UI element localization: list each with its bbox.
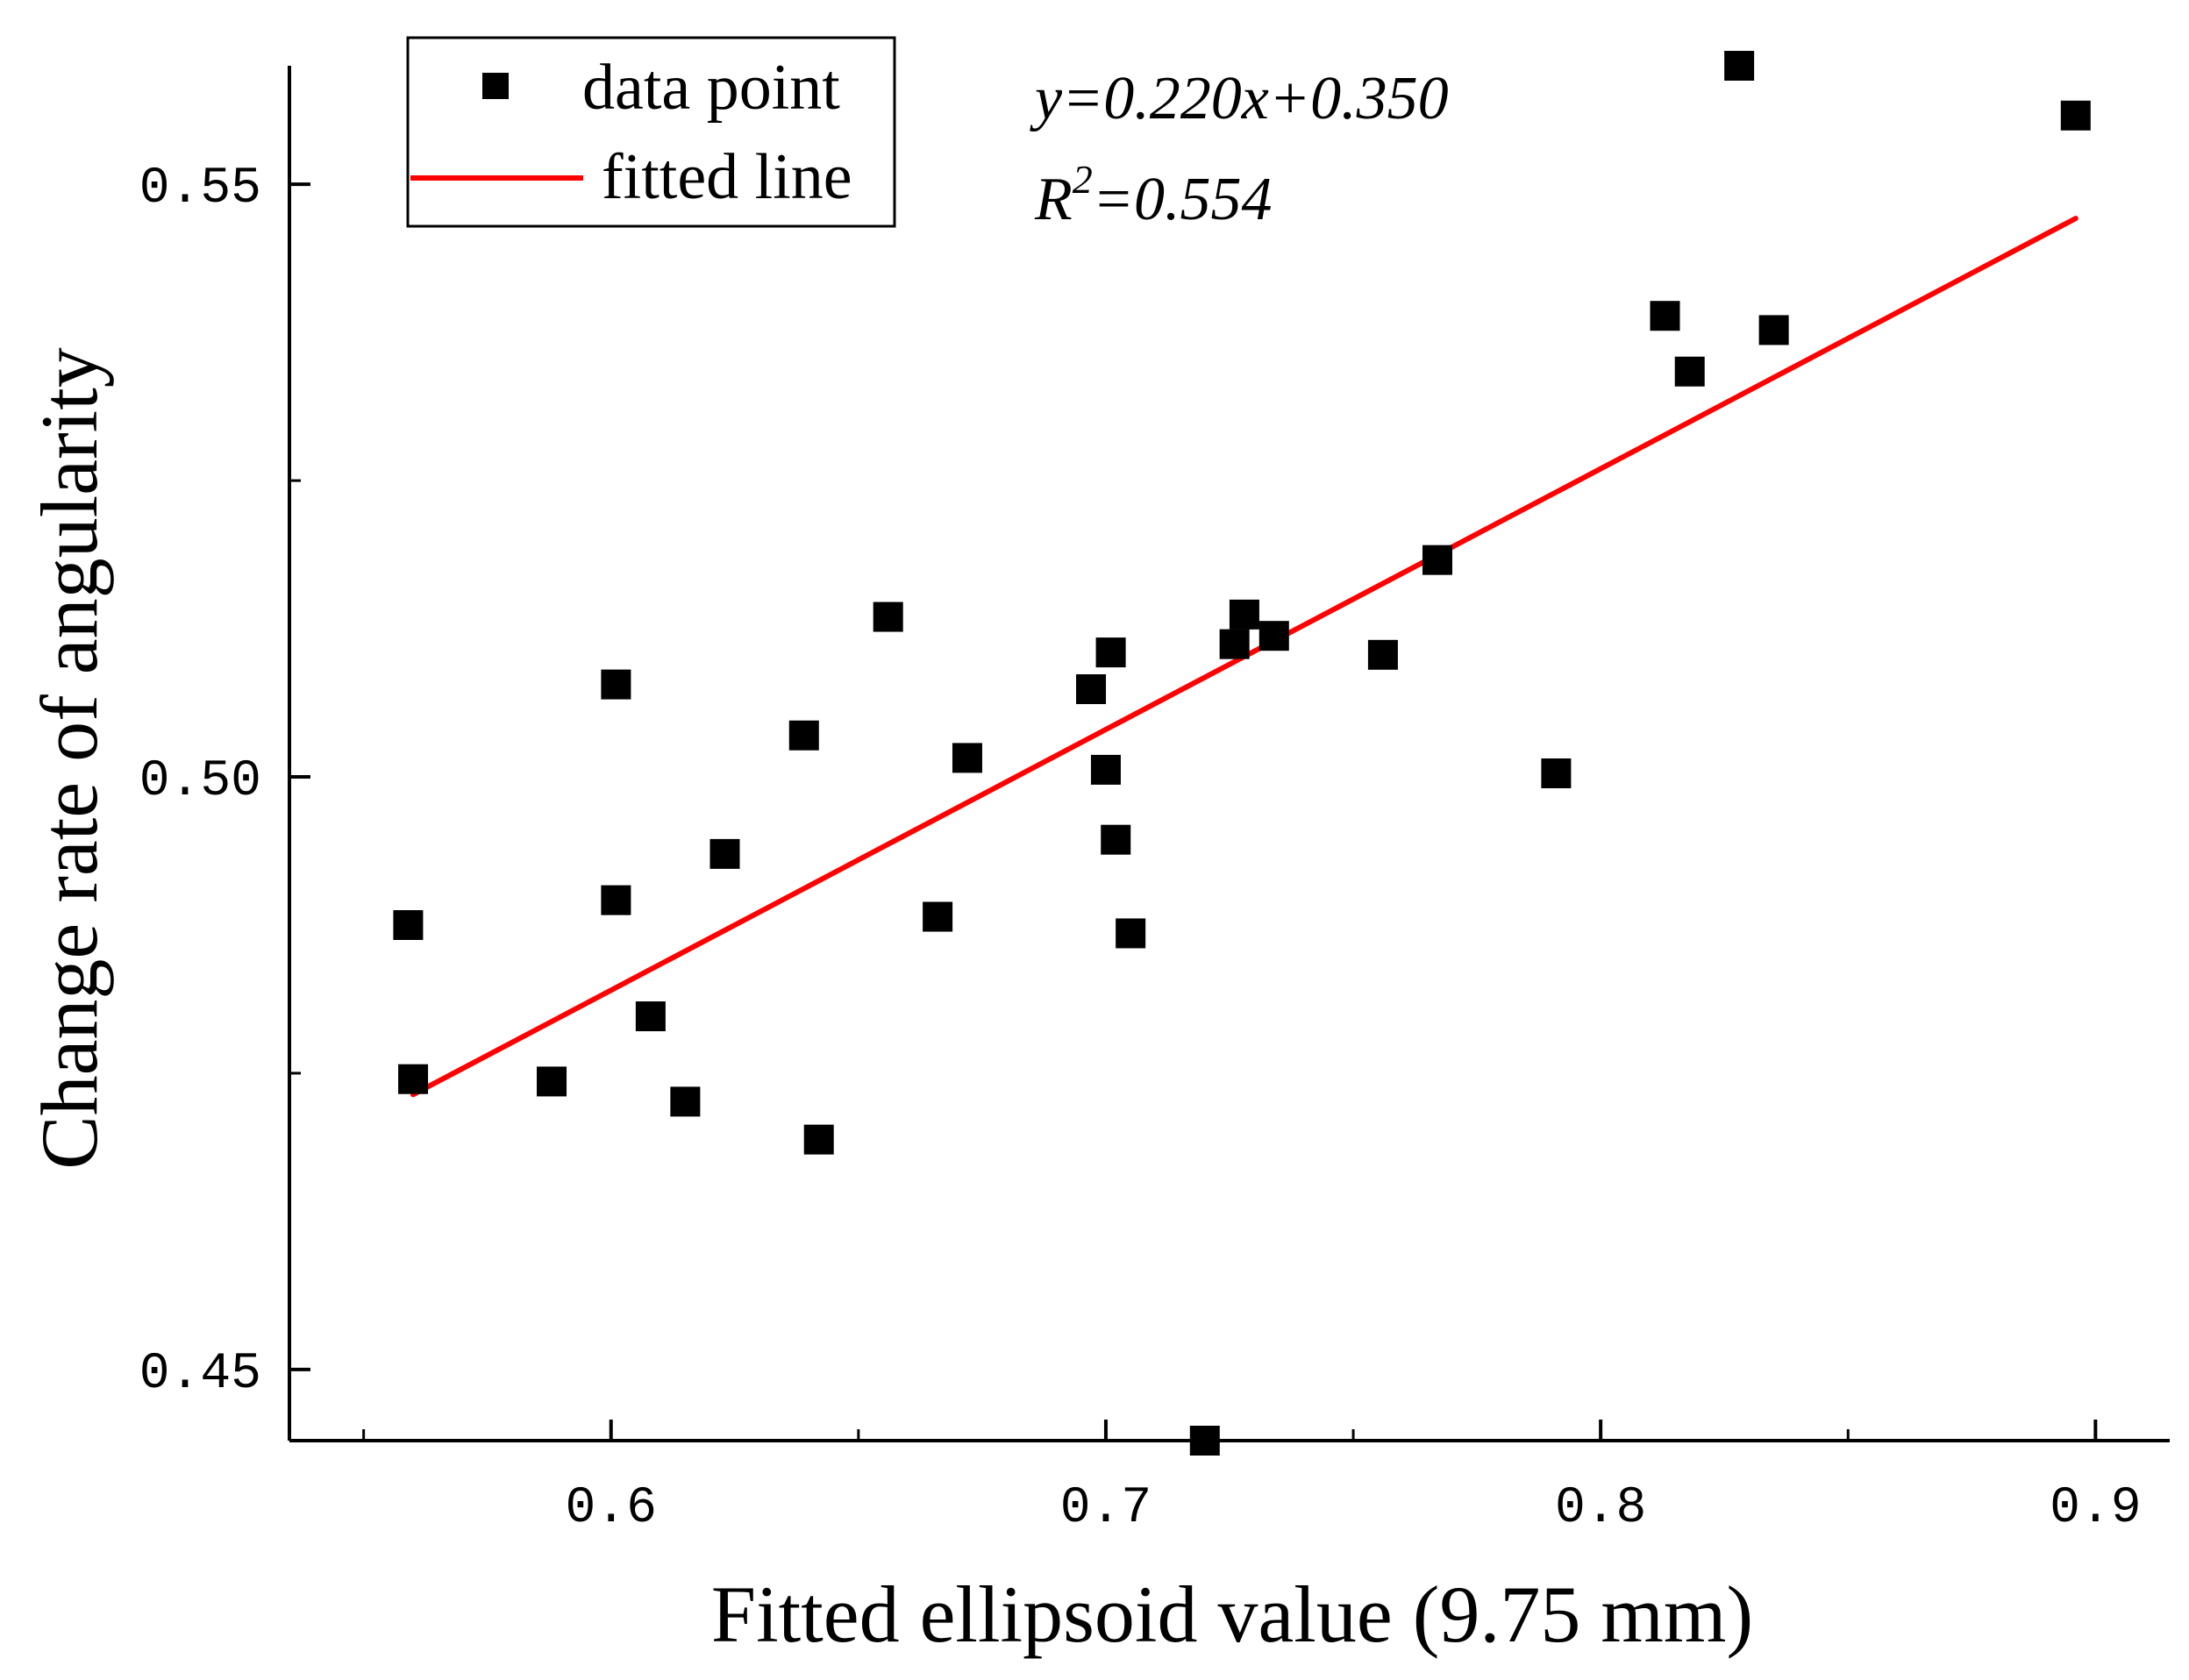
r-squared-value: =0.554: [1093, 166, 1273, 233]
data-point: [1650, 301, 1680, 331]
data-point: [1258, 621, 1289, 651]
data-point: [670, 1086, 701, 1117]
legend-label-fitted-line: fitted line: [602, 141, 852, 213]
data-point: [803, 1124, 834, 1155]
y-tick-label: 0.50: [139, 753, 261, 810]
data-point: [537, 1066, 567, 1097]
fit-equation: y=0.220x+0.350: [1030, 65, 1449, 132]
data-point: [1422, 545, 1452, 575]
data-point: [1229, 599, 1259, 630]
r-squared-exponent: 2: [1073, 157, 1093, 202]
data-point: [1101, 824, 1131, 855]
data-point: [1090, 754, 1121, 785]
r-squared-base: R: [1034, 166, 1073, 233]
legend-marker-icon: [482, 73, 509, 99]
data-point: [1674, 356, 1705, 387]
data-point: [1541, 758, 1572, 788]
data-point: [601, 669, 631, 700]
y-axis-title: Change rate of angularity: [25, 347, 114, 1170]
data-point: [709, 838, 740, 869]
legend-box: [406, 36, 896, 228]
data-point: [1116, 918, 1146, 949]
y-tick-label: 0.45: [139, 1346, 261, 1403]
data-point: [1219, 629, 1250, 659]
r-squared: R2=0.554: [1034, 157, 1273, 233]
data-point: [393, 910, 424, 940]
x-tick-label: 0.8: [1555, 1480, 1646, 1537]
data-point: [601, 885, 631, 915]
data-point: [1076, 674, 1107, 705]
data-points-layer: [393, 51, 2091, 1456]
x-axis-title: Fitted ellipsoid value (9.75 mm): [711, 1570, 1753, 1659]
data-point: [1367, 639, 1398, 670]
data-point: [1095, 637, 1126, 668]
data-point: [635, 1001, 666, 1032]
data-point: [1189, 1426, 1220, 1456]
data-point: [923, 901, 953, 932]
x-tick-label: 0.6: [566, 1480, 657, 1537]
legend: data point fitted line: [406, 36, 896, 228]
data-point: [952, 743, 982, 773]
data-point: [2060, 100, 2091, 131]
x-tick-label: 0.9: [2050, 1480, 2141, 1537]
y-tick-label: 0.55: [139, 160, 261, 217]
data-point: [1758, 315, 1789, 345]
legend-label-data-point: data point: [582, 52, 840, 124]
data-point: [1724, 51, 1755, 81]
data-point: [788, 720, 819, 751]
axes: 0.6 0.7 0.8 0.9 0.45 0.50 0.55: [139, 66, 2170, 1537]
data-point: [398, 1064, 429, 1094]
x-tick-label: 0.7: [1060, 1480, 1152, 1537]
data-point: [873, 602, 903, 632]
